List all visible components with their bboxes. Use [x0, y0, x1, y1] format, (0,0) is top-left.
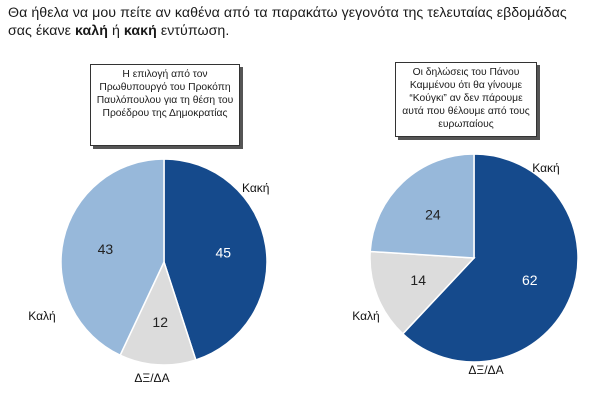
chart-2-title: Οι δηλώσεις του Πάνου Καμμένου ότι θα γί…: [402, 67, 530, 130]
pie-1-slice-bad: [163, 158, 268, 361]
pie-1-label-good: Καλή: [28, 309, 55, 323]
question-part3: εντύπωση.: [156, 23, 230, 39]
question-or: ή: [107, 23, 124, 39]
question-good: καλή: [75, 23, 108, 39]
pie-2-slice-good: [369, 153, 475, 259]
pie-2-slice-dk: [369, 250, 476, 335]
chart-1-title-box: Η επιλογή από τον Πρωθυπουργό του Προκόπ…: [90, 64, 240, 146]
pie-1-value-bad: 45: [216, 245, 232, 261]
pie-2-label-good: Καλή: [352, 309, 379, 323]
pie-chart-1: 45 Κακή 12 ΔΞ/ΔΑ 43 Καλή: [28, 158, 269, 385]
pie-1-label-bad: Κακή: [242, 181, 269, 195]
pie-1-slice-dk: [119, 259, 197, 366]
pie-2-label-dk: ΔΞ/ΔΑ: [468, 363, 503, 377]
chart-2-title-box: Οι δηλώσεις του Πάνου Καμμένου ότι θα γί…: [395, 62, 537, 137]
pie-1-slice-good: [60, 158, 165, 357]
pie-2-value-good: 24: [425, 206, 441, 222]
question-text: Θα ήθελα να μου πείτε αν καθένα από τα π…: [8, 4, 593, 40]
question-bad: κακή: [123, 23, 157, 39]
pie-2-value-dk: 14: [410, 272, 426, 288]
pie-2-label-bad: Κακή: [532, 161, 559, 175]
pie-1-label-dk: ΔΞ/ΔΑ: [134, 371, 169, 385]
question-part2: σας έκανε: [8, 23, 76, 39]
pie-1-value-dk: 12: [152, 314, 168, 330]
pie-2-value-bad: 62: [522, 272, 538, 288]
chart-1-title: Η επιλογή από τον Πρωθυπουργό του Προκόπ…: [96, 69, 234, 119]
pie-2-slice-bad: [401, 153, 579, 363]
pie-1-value-good: 43: [98, 241, 114, 257]
pie-chart-2: 62 Κακή 14 ΔΞ/ΔΑ 24 Καλή: [352, 153, 579, 377]
question-part1: Θα ήθελα να μου πείτε αν καθένα από τα π…: [8, 5, 567, 21]
